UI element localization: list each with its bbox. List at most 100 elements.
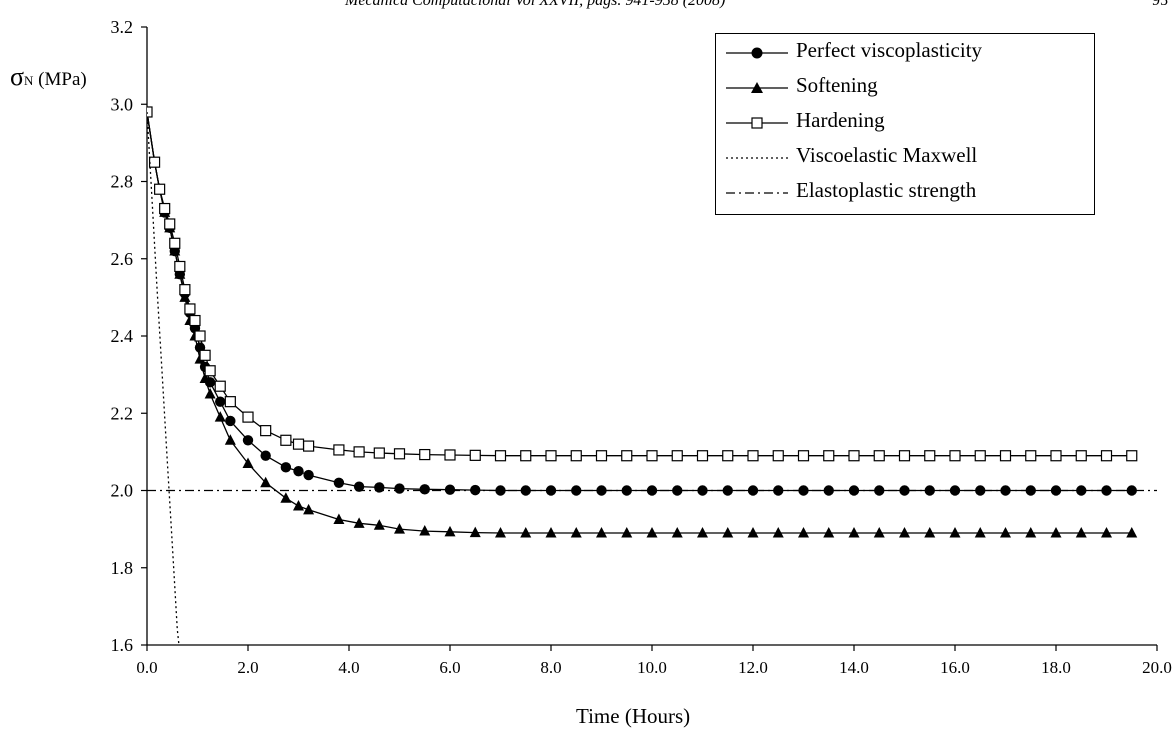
data-point <box>823 485 834 496</box>
x-tick-label: 18.0 <box>1041 658 1071 677</box>
data-point <box>154 183 166 195</box>
data-point <box>1050 485 1062 496</box>
data-point <box>174 260 186 273</box>
data-point <box>1025 485 1036 496</box>
data-point <box>1075 526 1087 538</box>
data-point <box>1050 450 1062 462</box>
data-point <box>260 425 272 437</box>
data-point <box>520 485 531 496</box>
data-point <box>595 450 608 462</box>
data-point <box>333 513 345 524</box>
data-point <box>646 450 658 462</box>
data-point <box>292 438 305 450</box>
data-point <box>924 450 936 462</box>
data-point <box>873 526 885 538</box>
data-point <box>419 525 431 536</box>
data-point <box>419 448 431 461</box>
y-tick-label: 2.0 <box>111 481 134 501</box>
data-point <box>596 485 607 496</box>
x-tick-label: 20.0 <box>1142 658 1172 677</box>
legend-swatch-circle <box>726 47 788 59</box>
y-tick-label: 1.6 <box>111 635 134 655</box>
data-point <box>147 106 153 118</box>
data-point <box>159 202 171 215</box>
data-point <box>949 485 961 496</box>
data-point <box>873 450 885 462</box>
data-point <box>798 485 809 496</box>
data-point <box>747 526 759 538</box>
data-point <box>1075 450 1087 462</box>
data-point <box>1050 526 1062 538</box>
data-point <box>1025 450 1037 462</box>
data-point <box>393 448 406 460</box>
data-point <box>570 526 582 538</box>
x-tick-label: 10.0 <box>637 658 667 677</box>
legend-swatch-triangle <box>726 82 788 93</box>
series-hardening <box>147 106 1138 462</box>
data-point <box>974 526 986 538</box>
legend-swatch-dash-dot-line <box>726 192 788 194</box>
data-point <box>215 396 226 407</box>
data-point <box>373 447 385 459</box>
data-point <box>214 411 226 422</box>
y-tick-label: 2.2 <box>111 403 134 423</box>
data-point <box>204 387 216 399</box>
data-point <box>722 526 734 538</box>
data-point <box>242 457 254 468</box>
series-viscoelastic-maxwell <box>147 111 180 645</box>
data-point <box>444 525 456 537</box>
data-point <box>303 440 315 452</box>
legend-item-viscoelastic-maxwell: Viscoelastic Maxwell <box>724 141 1094 175</box>
data-point <box>747 485 759 496</box>
data-point <box>646 485 658 496</box>
data-point <box>333 477 345 488</box>
data-point <box>823 526 835 538</box>
y-axis-symbol: σ <box>10 62 25 91</box>
data-point <box>353 517 365 528</box>
data-point <box>293 465 304 477</box>
data-point <box>975 485 986 496</box>
x-tick-label: 16.0 <box>940 658 970 677</box>
data-point <box>224 396 236 408</box>
data-point <box>242 411 254 423</box>
legend-label: Elastoplastic strength <box>796 178 977 202</box>
legend-label: Viscoelastic Maxwell <box>796 143 978 167</box>
data-point <box>747 450 759 462</box>
data-point <box>242 435 254 446</box>
page-number: 95 <box>1152 0 1168 9</box>
data-point <box>520 526 532 538</box>
data-point <box>204 365 216 377</box>
data-point <box>280 434 292 446</box>
data-point <box>174 268 186 279</box>
data-point <box>924 526 936 538</box>
data-point <box>394 483 405 494</box>
page-header: Mecánica Computacional Vol XXVII, págs. … <box>345 0 726 9</box>
data-point <box>570 450 582 462</box>
data-point <box>545 450 557 462</box>
x-tick-label: 2.0 <box>237 658 258 677</box>
data-point <box>671 450 683 462</box>
y-axis-subscript: N <box>24 73 34 88</box>
data-point <box>621 526 633 538</box>
data-point <box>772 450 784 462</box>
data-point <box>672 485 683 496</box>
data-point <box>469 449 481 461</box>
data-point <box>353 446 365 458</box>
legend: Perfect viscoplasticity Softening Harden… <box>715 33 1095 215</box>
data-point <box>848 526 860 538</box>
data-point <box>899 526 910 538</box>
data-point <box>697 526 708 538</box>
data-point <box>469 526 481 538</box>
y-tick-label: 2.8 <box>111 172 134 192</box>
data-point <box>722 450 734 462</box>
data-point <box>260 476 272 488</box>
data-point <box>189 314 201 327</box>
series-line <box>147 111 180 645</box>
data-point <box>571 485 582 496</box>
x-tick-label: 4.0 <box>338 658 359 677</box>
x-tick-label: 14.0 <box>839 658 869 677</box>
x-tick-label: 0.0 <box>136 658 157 677</box>
data-point <box>1000 526 1011 538</box>
data-point <box>224 434 236 445</box>
